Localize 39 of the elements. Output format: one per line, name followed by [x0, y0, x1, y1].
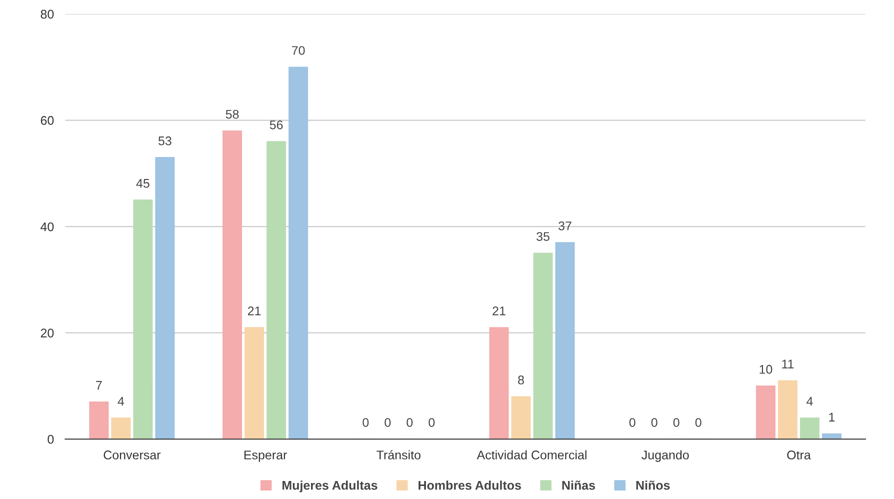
- y-tick-label: 60: [40, 116, 54, 125]
- x-tick-label: Conversar: [104, 450, 161, 460]
- x-tick-label: Esperar: [244, 450, 287, 462]
- data-label: 0: [406, 418, 413, 427]
- x-tick-label: Tránsito: [376, 450, 420, 460]
- legend-label: Mujeres Adultas: [282, 480, 378, 492]
- data-label: 7: [96, 381, 102, 390]
- data-label: 58: [226, 110, 239, 119]
- y-tick-label: 80: [40, 10, 54, 19]
- legend-label: Hombres Adultos: [418, 480, 521, 490]
- data-label: 0: [428, 418, 435, 427]
- data-label: 11: [782, 360, 794, 368]
- data-label: 21: [248, 306, 261, 316]
- data-label: 53: [158, 136, 172, 146]
- data-label: 0: [673, 418, 680, 427]
- data-label: 4: [806, 396, 813, 406]
- data-label: 45: [136, 179, 150, 188]
- data-label: 70: [292, 46, 305, 55]
- data-label: 10: [760, 364, 772, 374]
- data-label: 0: [362, 418, 369, 427]
- data-label: 56: [270, 120, 283, 130]
- data-label: 37: [558, 221, 572, 230]
- x-tick-label: Actividad Comercial: [476, 450, 586, 460]
- data-label: 0: [651, 418, 658, 427]
- data-label: 0: [629, 418, 636, 427]
- y-tick-label: 20: [40, 328, 54, 338]
- data-label: 1: [829, 412, 835, 422]
- y-tick-label: 0: [48, 434, 54, 444]
- legend-label: Niñas: [562, 480, 595, 490]
- data-label: 21: [492, 306, 506, 316]
- data-label: 8: [518, 376, 524, 384]
- data-label: 35: [536, 232, 550, 241]
- x-tick-label: Jugando: [642, 450, 689, 462]
- data-label: 0: [384, 418, 391, 427]
- legend-label: Niños: [636, 480, 670, 490]
- x-tick-label: Otra: [787, 450, 811, 460]
- data-label: 4: [118, 396, 124, 406]
- data-label: 0: [695, 418, 702, 427]
- y-tick-label: 40: [40, 222, 54, 232]
